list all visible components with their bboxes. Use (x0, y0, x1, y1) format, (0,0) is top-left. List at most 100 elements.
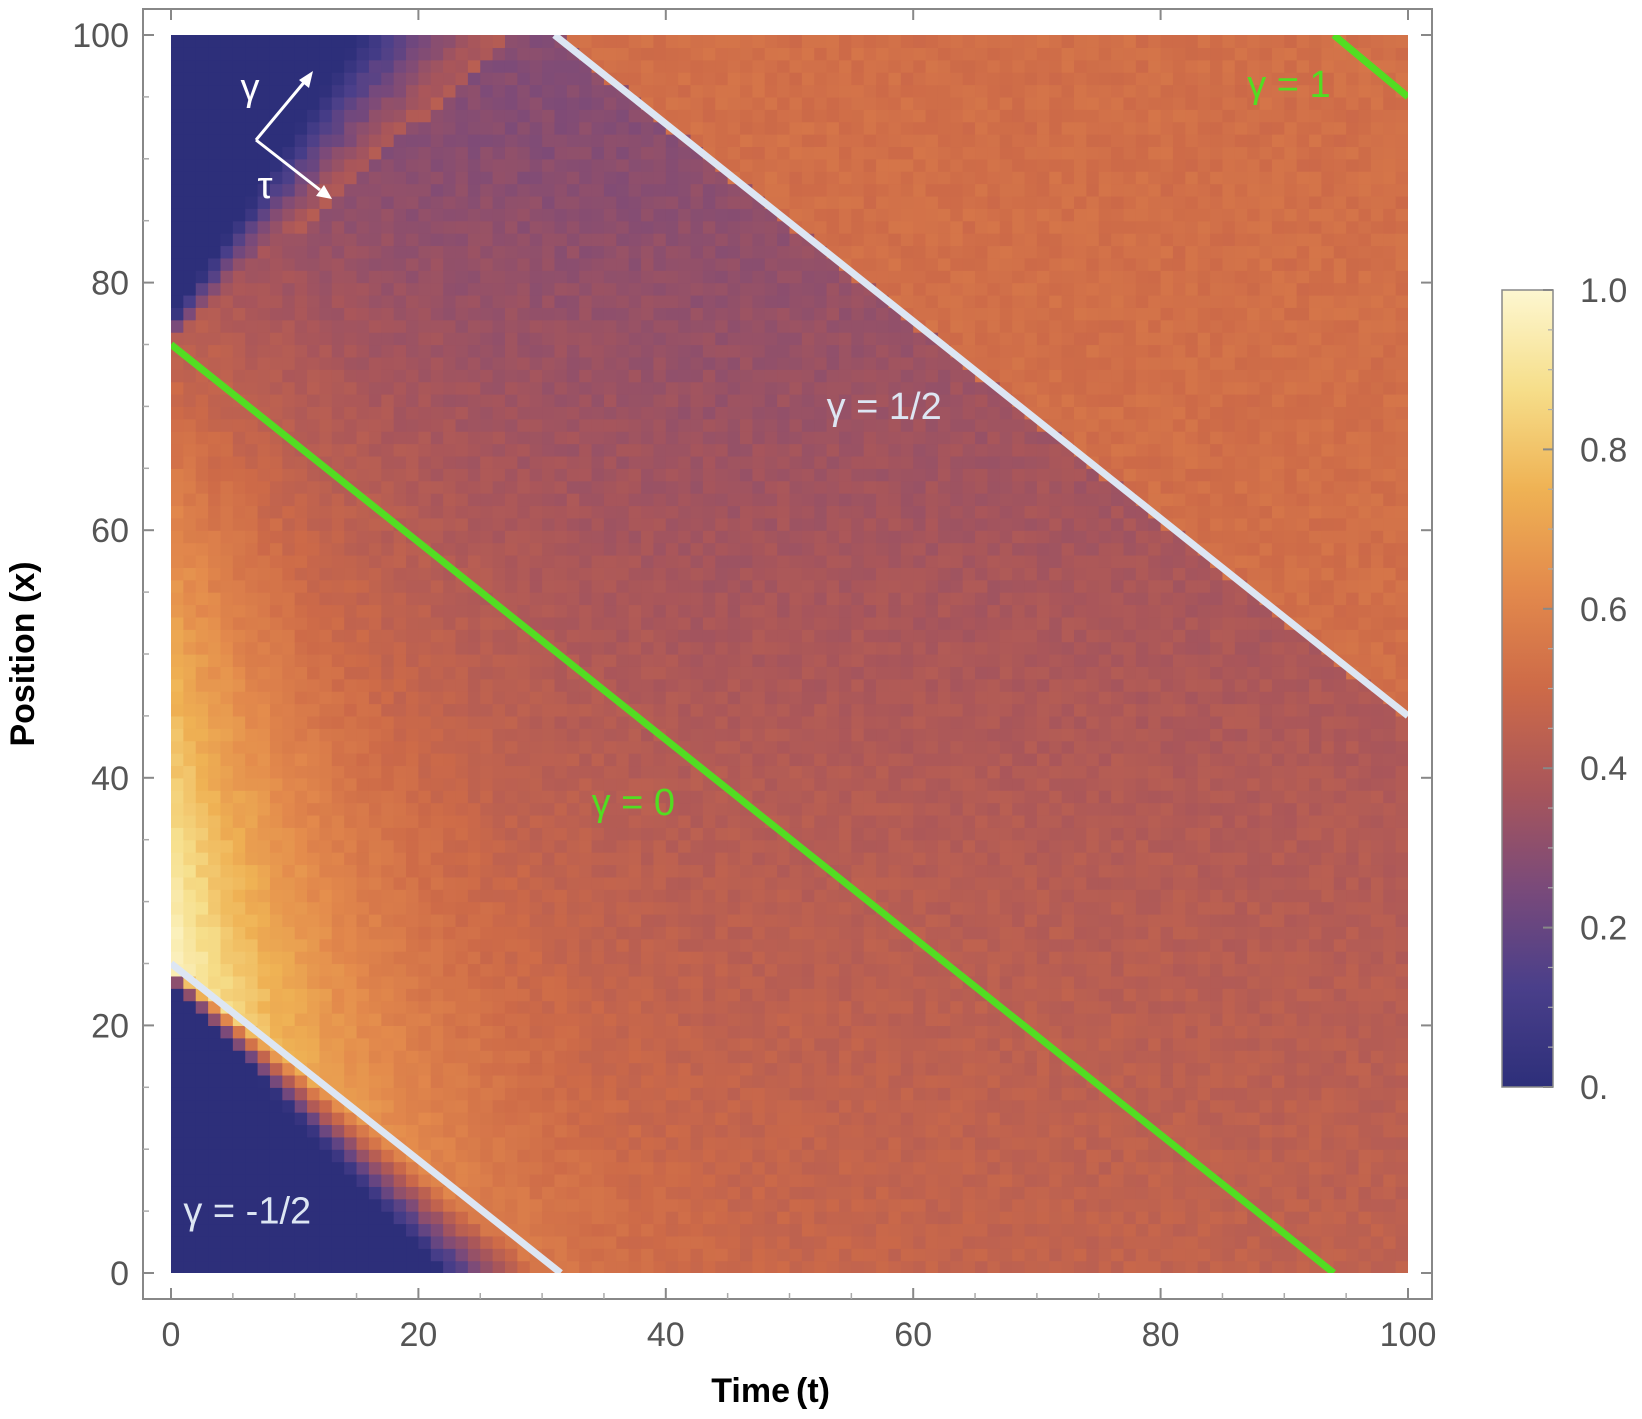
heatmap-cell (245, 814, 259, 828)
heatmap-cell (566, 567, 580, 581)
heatmap-cell (492, 394, 506, 407)
heatmap-cell (665, 530, 679, 544)
heatmap-cell (690, 951, 704, 965)
heatmap-cell (269, 814, 283, 828)
heatmap-cell (381, 567, 395, 581)
heatmap-cell (368, 233, 382, 247)
heatmap-cell (628, 926, 642, 940)
heatmap-cell (752, 579, 766, 593)
heatmap-cell (467, 616, 481, 630)
heatmap-cell (418, 827, 432, 841)
heatmap-cell (678, 1050, 692, 1064)
heatmap-cell (480, 245, 494, 259)
heatmap-cell (344, 109, 358, 123)
heatmap-cell (591, 530, 605, 544)
heatmap-cell (294, 1087, 308, 1101)
heatmap-cell (171, 1161, 184, 1175)
heatmap-cell (307, 641, 321, 655)
heatmap-cell (406, 394, 419, 407)
heatmap-cell (331, 171, 345, 185)
heatmap-cell (542, 418, 556, 432)
heatmap-cell (542, 567, 556, 581)
heatmap-cell (529, 208, 543, 222)
heatmap-cell (665, 802, 679, 816)
heatmap-cell (764, 431, 778, 445)
heatmap-cell (171, 505, 184, 519)
heatmap-cell (542, 802, 556, 816)
heatmap-cell (344, 827, 358, 841)
heatmap-cell (393, 1198, 407, 1212)
heatmap-cell (393, 728, 407, 742)
heatmap-cell (752, 406, 766, 420)
heatmap-cell (418, 319, 432, 333)
heatmap-cell (319, 629, 333, 643)
heatmap-cell (517, 1161, 531, 1175)
heatmap-cell (517, 827, 531, 841)
heatmap-cell (504, 294, 518, 308)
heatmap-cell (740, 926, 753, 940)
heatmap-cell (554, 1000, 568, 1014)
heatmap-cell (393, 134, 407, 148)
heatmap-cell (269, 926, 283, 940)
heatmap-cell (740, 208, 753, 222)
heatmap-cell (678, 505, 692, 519)
heatmap-cell (665, 35, 679, 48)
heatmap-cell (455, 344, 469, 358)
heatmap-cell (542, 1149, 556, 1163)
heatmap-cell (430, 455, 444, 469)
heatmap-cell (183, 1112, 197, 1126)
heatmap-cell (381, 109, 395, 123)
heatmap-cell (579, 220, 593, 234)
heatmap-cell (603, 233, 617, 247)
heatmap-cell (406, 109, 419, 123)
heatmap-cell (702, 282, 716, 296)
heatmap-cell (764, 1248, 778, 1262)
heatmap-cell (467, 468, 481, 482)
heatmap-cell (220, 740, 234, 754)
heatmap-cell (269, 146, 283, 160)
heatmap-cell (208, 1235, 222, 1249)
heatmap-cell (616, 517, 630, 531)
heatmap-cell (653, 691, 667, 705)
heatmap-cell (690, 790, 704, 804)
heatmap-cell (381, 641, 395, 655)
heatmap-cell (381, 72, 395, 86)
heatmap-cell (740, 455, 753, 469)
heatmap-cell (331, 703, 345, 717)
heatmap-cell (702, 1149, 716, 1163)
heatmap-cell (777, 852, 791, 866)
heatmap-cell (752, 988, 766, 1002)
heatmap-cell (381, 1112, 395, 1126)
heatmap-cell (616, 1013, 630, 1026)
heatmap-cell (455, 530, 469, 544)
heatmap-cell (282, 1099, 296, 1113)
heatmap-cell (257, 1000, 271, 1014)
heatmap-cell (480, 1112, 494, 1126)
heatmap-cell (665, 245, 679, 259)
heatmap-cell (554, 567, 568, 581)
heatmap-cell (294, 294, 308, 308)
heatmap-cell (443, 740, 457, 754)
heatmap-cell (368, 1260, 382, 1273)
heatmap-cell (603, 715, 617, 729)
heatmap-cell (443, 356, 457, 370)
heatmap-cell (529, 654, 543, 667)
heatmap-cell (752, 1050, 766, 1064)
heatmap-cell (777, 765, 791, 779)
heatmap-cell (504, 356, 518, 370)
heatmap-cell (171, 319, 184, 333)
heatmap-cell (245, 282, 259, 296)
heatmap-cell (455, 146, 469, 160)
heatmap-cell (368, 1198, 382, 1212)
heatmap-cell (678, 963, 692, 977)
heatmap-cell (678, 1149, 692, 1163)
heatmap-cell (381, 418, 395, 432)
heatmap-cell (702, 703, 716, 717)
heatmap-cell (344, 47, 358, 61)
heatmap-cell (171, 1099, 184, 1113)
heatmap-cell (269, 394, 283, 407)
heatmap-cell (443, 59, 457, 73)
heatmap-cell (740, 616, 753, 630)
heatmap-cell (641, 1173, 655, 1187)
heatmap-cell (406, 666, 419, 680)
